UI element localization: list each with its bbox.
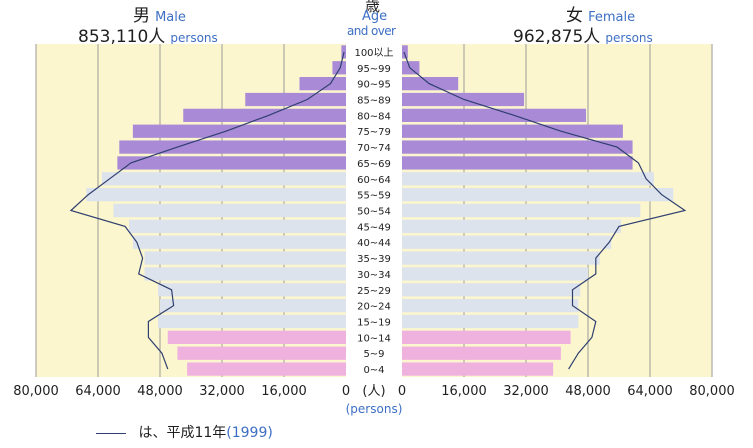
x-tick-labels: 80,000 64,000 48,000 32,000 16,000 0 0 16,000 32… bbox=[13, 384, 735, 399]
bar-male bbox=[332, 61, 346, 75]
bar-female bbox=[402, 283, 581, 297]
age-label: 10~14 bbox=[357, 333, 391, 344]
legend-year: (1999) bbox=[226, 425, 273, 441]
female-total-value: 962,875人 bbox=[513, 27, 601, 47]
age-label-en2: and over bbox=[347, 24, 396, 38]
bar-male bbox=[101, 172, 346, 186]
x-tick-label: 16,000 bbox=[441, 384, 487, 399]
age-label: 5~9 bbox=[363, 349, 384, 360]
age-label: 30~34 bbox=[357, 270, 391, 281]
legend: は、平成11年(1999) bbox=[96, 422, 273, 442]
bar-male bbox=[144, 251, 346, 265]
x-tick-label: 0 bbox=[342, 384, 350, 399]
bar-female bbox=[402, 267, 588, 281]
age-label: 80~84 bbox=[357, 111, 391, 122]
female-total: 962,875人 persons bbox=[513, 22, 653, 47]
bar-male bbox=[187, 362, 346, 376]
legend-text: は、平成11年 bbox=[138, 425, 227, 441]
x-tick-label: 64,000 bbox=[627, 384, 673, 399]
age-label: 45~49 bbox=[357, 222, 391, 233]
age-label: 85~89 bbox=[357, 96, 391, 107]
bar-male bbox=[132, 235, 346, 249]
age-label: 100以上 bbox=[354, 47, 393, 59]
male-total-unit: persons bbox=[170, 31, 218, 45]
bar-female bbox=[402, 219, 621, 233]
age-label: 15~19 bbox=[357, 318, 391, 329]
age-label: 0~4 bbox=[363, 365, 384, 376]
age-label: 95~99 bbox=[357, 64, 391, 75]
bar-male bbox=[245, 92, 346, 107]
x-tick-label: 80,000 bbox=[13, 384, 59, 399]
bar-female bbox=[402, 251, 600, 265]
bar-female bbox=[402, 188, 674, 202]
bar-male bbox=[86, 188, 346, 202]
bar-female bbox=[402, 108, 587, 122]
male-title: 男 Male bbox=[133, 1, 186, 26]
bar-female bbox=[402, 156, 633, 170]
male-label-en: Male bbox=[155, 10, 186, 25]
bar-female bbox=[402, 362, 554, 376]
male-label-jp: 男 bbox=[133, 6, 150, 26]
bar-female bbox=[402, 346, 561, 360]
age-label: 90~95 bbox=[357, 80, 391, 91]
unit-label-en: (persons) bbox=[346, 402, 403, 416]
age-label: 25~29 bbox=[357, 286, 391, 297]
bar-female bbox=[402, 235, 612, 249]
age-label: 50~54 bbox=[357, 207, 391, 218]
female-total-unit: persons bbox=[605, 31, 653, 45]
age-label: 40~44 bbox=[357, 238, 391, 249]
age-label: 60~64 bbox=[357, 175, 391, 186]
age-label: 65~69 bbox=[357, 159, 391, 170]
age-label: 55~59 bbox=[357, 191, 391, 202]
line-1999-male bbox=[69, 51, 345, 370]
female-title: 女 Female bbox=[566, 1, 635, 26]
x-tick-label: 16,000 bbox=[261, 384, 307, 399]
bar-male bbox=[144, 267, 346, 281]
age-label: 20~24 bbox=[357, 302, 391, 313]
bar-male bbox=[299, 77, 346, 91]
bar-female bbox=[402, 45, 408, 59]
bar-female bbox=[402, 299, 579, 313]
bars bbox=[86, 45, 674, 376]
bar-male bbox=[113, 203, 346, 218]
bar-male bbox=[177, 346, 346, 360]
bar-male bbox=[129, 219, 346, 233]
line-1999 bbox=[69, 51, 687, 370]
x-tick-label: 64,000 bbox=[75, 384, 121, 399]
age-label: 75~79 bbox=[357, 127, 391, 138]
male-total: 853,110人 persons bbox=[78, 22, 218, 47]
male-total-value: 853,110人 bbox=[78, 27, 166, 47]
age-label: 35~39 bbox=[357, 254, 391, 265]
bar-male bbox=[158, 283, 346, 297]
age-labels: 0~4 5~9 10~14 15~19 20~24 25~29 30~34 35~39 40~4… bbox=[354, 47, 393, 376]
x-tick-label: 32,000 bbox=[503, 384, 549, 399]
bar-female bbox=[402, 314, 579, 329]
x-tick-label: 0 bbox=[398, 384, 406, 399]
legend-line-swatch bbox=[96, 432, 126, 434]
bar-male bbox=[160, 299, 346, 313]
unit-label-jp: (人) bbox=[362, 384, 385, 399]
bar-male bbox=[119, 140, 346, 154]
age-label-jp: 歳 bbox=[365, 0, 381, 15]
bar-male bbox=[167, 330, 346, 344]
bar-female bbox=[402, 172, 654, 186]
bar-female bbox=[402, 203, 641, 218]
bar-female bbox=[402, 140, 633, 154]
age-label: 70~74 bbox=[357, 143, 391, 154]
bar-male bbox=[132, 124, 346, 138]
female-label-en: Female bbox=[588, 10, 636, 25]
bar-female bbox=[402, 124, 623, 138]
x-tick-label: 32,000 bbox=[199, 384, 245, 399]
female-label-jp: 女 bbox=[566, 6, 583, 26]
bar-male bbox=[117, 156, 346, 170]
x-tick-label: 80,000 bbox=[689, 384, 735, 399]
bar-male bbox=[183, 108, 346, 122]
x-tick-label: 48,000 bbox=[137, 384, 183, 399]
bar-male bbox=[158, 314, 346, 329]
age-label-en: Age bbox=[362, 9, 388, 24]
line-1999-female bbox=[403, 51, 687, 370]
x-tick-label: 48,000 bbox=[565, 384, 611, 399]
bar-female bbox=[402, 330, 571, 344]
